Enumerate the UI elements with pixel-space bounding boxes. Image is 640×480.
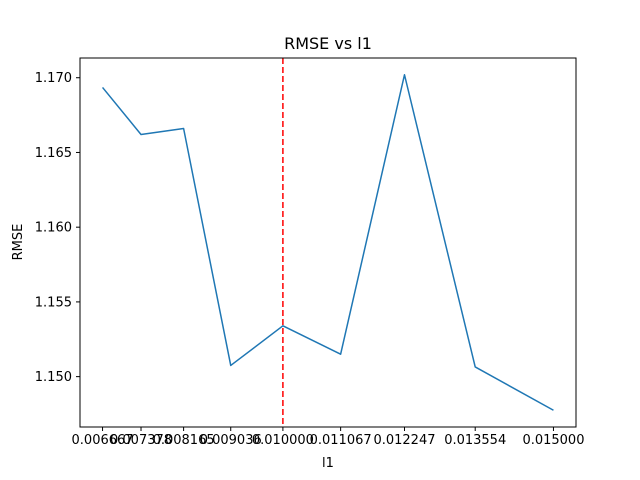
x-axis: 0.0066670.0073780.0081650.0090360.010000… <box>72 427 584 448</box>
y-tick-label: 1.150 <box>35 370 72 385</box>
y-tick-label: 1.170 <box>35 71 72 86</box>
x-tick-label: 0.007378 <box>110 433 172 448</box>
plot-frame <box>79 57 577 428</box>
x-tick-label: 0.010000 <box>252 433 314 448</box>
x-tick-label: 0.009036 <box>200 433 262 448</box>
x-tick-label: 0.012247 <box>373 433 435 448</box>
y-axis: 1.150 1.155 1.160 1.165 1.170 <box>35 71 80 385</box>
chart-title: RMSE vs l1 <box>284 34 372 53</box>
y-tick-label: 1.160 <box>35 221 72 236</box>
y-tick-label: 1.165 <box>35 146 72 161</box>
y-axis-label: RMSE <box>11 224 26 261</box>
y-tick-label: 1.155 <box>35 295 72 310</box>
x-tick-label: 0.008165 <box>153 433 215 448</box>
series-line <box>101 73 554 411</box>
x-tick-label: 0.006667 <box>72 433 134 448</box>
x-tick-label: 0.013554 <box>444 433 506 448</box>
x-tick-label: 0.011067 <box>310 433 372 448</box>
x-tick-label: 0.015000 <box>522 433 584 448</box>
x-axis-label: l1 <box>322 456 334 471</box>
plot-area <box>101 58 554 427</box>
